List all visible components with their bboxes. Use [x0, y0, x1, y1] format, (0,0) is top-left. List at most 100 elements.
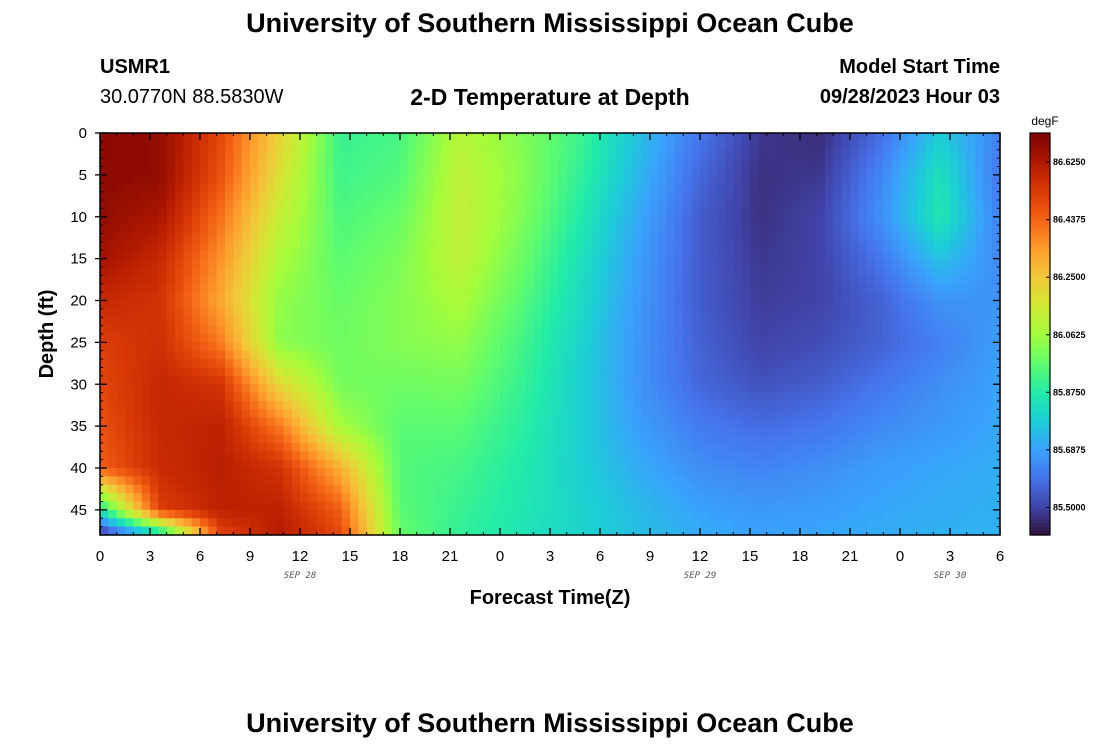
heatmap-cell: [275, 501, 284, 511]
heatmap-cell: [241, 350, 251, 360]
heatmap-cell: [258, 258, 268, 268]
heatmap-cell: [100, 241, 109, 251]
heatmap-cell: [550, 342, 559, 352]
heatmap-cell: [275, 401, 284, 410]
heatmap-cell: [666, 308, 676, 318]
heatmap-cell: [691, 392, 701, 402]
heatmap-cell: [333, 342, 343, 352]
heatmap-cell: [550, 300, 559, 310]
heatmap-cell: [375, 417, 384, 427]
heatmap-cell: [500, 191, 509, 201]
heatmap-cell: [566, 426, 576, 436]
heatmap-cell: [825, 233, 834, 243]
heatmap-cell: [500, 384, 509, 394]
heatmap-cell: [325, 233, 334, 243]
heatmap-cell: [791, 275, 801, 285]
heatmap-cell: [133, 191, 143, 201]
heatmap-cell: [458, 392, 468, 402]
heatmap-cell: [841, 191, 851, 201]
heatmap-cell: [408, 191, 418, 201]
heatmap-cell: [525, 141, 534, 151]
heatmap-cell: [816, 451, 826, 461]
heatmap-cell: [433, 267, 443, 276]
heatmap-cell: [883, 267, 893, 276]
heatmap-cell: [225, 484, 234, 494]
heatmap-cell: [100, 434, 109, 444]
heatmap-cell: [416, 275, 426, 285]
heatmap-cell: [458, 158, 468, 168]
heatmap-cell: [766, 216, 776, 226]
heatmap-cell: [383, 267, 393, 276]
heatmap-cell: [383, 149, 393, 159]
heatmap-cell: [991, 468, 1001, 477]
heatmap-cell: [558, 493, 568, 503]
heatmap-cell: [550, 317, 559, 327]
heatmap-cell: [650, 484, 659, 494]
heatmap-cell: [725, 275, 734, 285]
heatmap-cell: [783, 233, 793, 243]
heatmap-cell: [350, 484, 359, 494]
heatmap-cell: [766, 258, 776, 268]
heatmap-cell: [225, 392, 234, 402]
heatmap-cell: [266, 250, 276, 260]
heatmap-cell: [491, 459, 501, 469]
heatmap-cell: [966, 283, 976, 293]
heatmap-cell: [683, 141, 693, 151]
heatmap-cell: [175, 292, 184, 302]
heatmap-cell: [591, 484, 601, 494]
heatmap-cell: [950, 459, 959, 469]
heatmap-cell: [791, 133, 801, 142]
heatmap-cell: [783, 200, 793, 209]
heatmap-cell: [441, 451, 451, 461]
heatmap-cell: [483, 484, 493, 494]
heatmap-cell: [300, 292, 309, 302]
heatmap-cell: [283, 325, 293, 335]
heatmap-cell: [366, 283, 376, 293]
heatmap-cell: [433, 342, 443, 352]
heatmap-cell: [991, 442, 1001, 452]
heatmap-cell: [400, 442, 409, 452]
heatmap-cell: [583, 258, 593, 268]
heatmap-cell: [283, 200, 293, 209]
heatmap-cell: [616, 451, 626, 461]
heatmap-cell: [275, 476, 284, 486]
heatmap-cell: [650, 317, 659, 327]
heatmap-cell: [741, 258, 751, 268]
heatmap-cell: [316, 233, 326, 243]
heatmap-cell: [391, 166, 401, 176]
heatmap-cell: [516, 216, 526, 226]
heatmap-cell: [508, 392, 518, 402]
heatmap-cell: [683, 342, 693, 352]
heatmap-cell: [966, 158, 976, 168]
heatmap-cell: [858, 451, 868, 461]
heatmap-cell: [766, 133, 776, 142]
heatmap-cell: [591, 434, 601, 444]
heatmap-cell: [466, 334, 476, 343]
heatmap-cell: [408, 401, 418, 410]
heatmap-cell: [108, 409, 118, 419]
heatmap-cell: [716, 442, 726, 452]
heatmap-cell: [408, 409, 418, 419]
heatmap-cell: [533, 426, 543, 436]
heatmap-cell: [866, 468, 876, 477]
heatmap-cell: [366, 200, 376, 209]
heatmap-cell: [716, 342, 726, 352]
heatmap-cell: [350, 250, 359, 260]
heatmap-cell: [483, 426, 493, 436]
heatmap-cell: [350, 166, 359, 176]
heatmap-cell: [200, 149, 209, 159]
heatmap-cell: [616, 501, 626, 511]
heatmap-cell: [808, 300, 818, 310]
heatmap-cell: [933, 149, 943, 159]
heatmap-cell: [558, 241, 568, 251]
heatmap-cell: [350, 208, 359, 218]
heatmap-cell: [716, 208, 726, 218]
heatmap-cell: [691, 401, 701, 410]
heatmap-cell: [891, 493, 901, 503]
heatmap-cell: [275, 283, 284, 293]
heatmap-cell: [900, 350, 909, 360]
heatmap-cell: [841, 468, 851, 477]
heatmap-cell: [441, 468, 451, 477]
heatmap-cell: [550, 241, 559, 251]
heatmap-cell: [208, 518, 218, 528]
